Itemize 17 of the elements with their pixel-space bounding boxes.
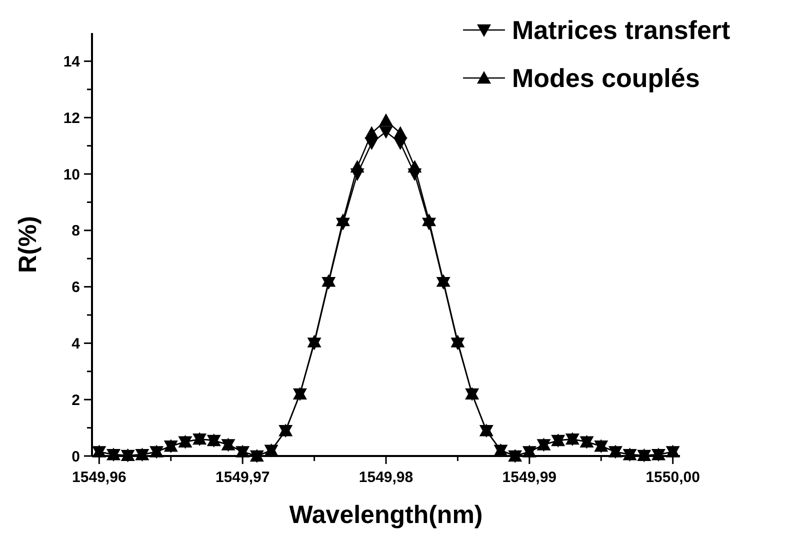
y-tick-label: 2 [72, 392, 80, 409]
y-tick-label: 0 [72, 448, 80, 466]
y-axis-title: R(%) [14, 216, 42, 273]
y-tick-label: 8 [72, 222, 80, 240]
y-tick-label: 4 [72, 335, 81, 352]
x-tick-label: 1549,97 [215, 469, 270, 486]
y-tick-label: 10 [63, 166, 80, 184]
x-axis-title: Wavelength(nm) [289, 501, 483, 529]
x-tick-label: 1550,00 [646, 469, 700, 486]
y-tick-label: 14 [63, 53, 81, 70]
legend-label: Modes couplés [512, 63, 700, 94]
y-tick-label: 6 [72, 279, 80, 296]
x-tick-label: 1549,96 [72, 469, 126, 486]
x-tick-label: 1549,98 [358, 469, 414, 486]
y-tick-label: 12 [63, 110, 80, 127]
x-tick-label: 1549,99 [502, 469, 557, 486]
legend-label: Matrices transfert [512, 15, 731, 46]
